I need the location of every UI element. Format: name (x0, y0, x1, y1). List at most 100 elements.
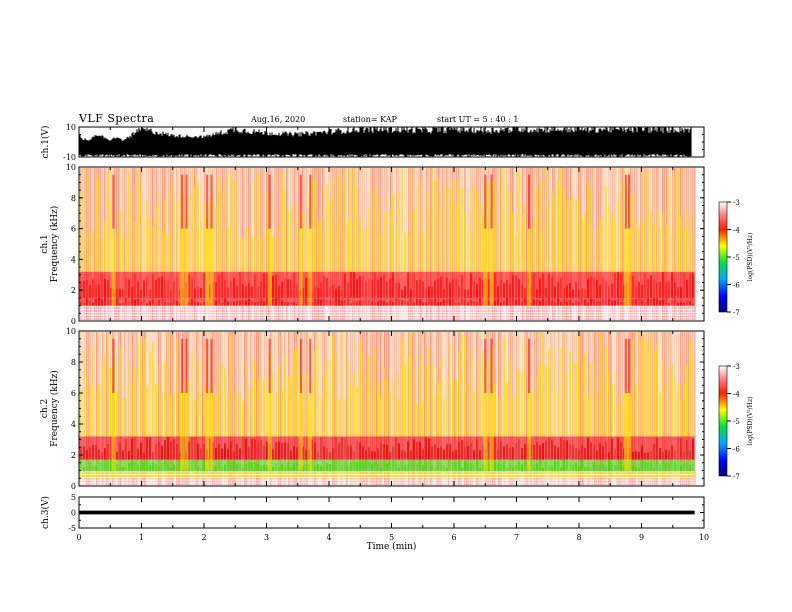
band-cell (287, 375, 289, 437)
band-cell (608, 473, 610, 479)
band-cell (683, 451, 685, 460)
noise-column (144, 168, 146, 320)
band-cell (557, 390, 559, 437)
band-cell (482, 464, 484, 473)
band-cell (356, 386, 358, 437)
band-cell (239, 448, 241, 460)
band-cell (128, 279, 130, 298)
band-cell (200, 227, 202, 272)
band-cell (602, 446, 604, 460)
band-cell (482, 472, 484, 479)
band-cell (680, 287, 682, 298)
band-cell (392, 459, 394, 473)
band-cell (314, 475, 316, 479)
noise-column (562, 332, 564, 485)
noise-column (200, 332, 202, 485)
x-tick-label: 2 (201, 533, 206, 542)
band-cell (668, 281, 670, 298)
band-cell (359, 217, 361, 272)
band-cell (503, 446, 505, 460)
band-cell (578, 302, 580, 306)
band-cell (380, 277, 382, 298)
band-cell (188, 302, 190, 306)
x-tick-label: 9 (639, 533, 644, 542)
band-cell (362, 352, 364, 437)
band-cell (587, 466, 589, 473)
band-cell (218, 176, 220, 272)
band-cell (221, 191, 223, 272)
band-cell (353, 272, 355, 298)
band-cell (290, 450, 292, 460)
band-cell (131, 194, 133, 272)
band-cell (149, 437, 151, 460)
band-cell (578, 289, 580, 298)
band-cell (596, 472, 598, 479)
band-cell (311, 474, 313, 479)
band-cell (557, 460, 559, 473)
noise-column (98, 168, 100, 320)
band-cell (107, 280, 109, 298)
noise-column (470, 332, 472, 485)
noise-column (174, 168, 176, 320)
burst-top (484, 174, 487, 229)
noise-column (316, 332, 318, 485)
band-cell (158, 300, 160, 306)
band-cell (80, 281, 82, 298)
band-cell (593, 364, 595, 437)
band-cell (176, 202, 178, 272)
y-tick-label: 4 (71, 420, 76, 429)
band-cell (692, 359, 694, 437)
noise-column (298, 168, 300, 320)
band-cell (197, 302, 199, 306)
noise-column (372, 168, 374, 320)
band-cell (605, 298, 607, 306)
band-cell (257, 378, 259, 437)
band-cell (353, 459, 355, 473)
band-cell (263, 272, 265, 298)
band-cell (650, 451, 652, 460)
band-cell (395, 226, 397, 272)
band-cell (368, 356, 370, 437)
band-cell (242, 473, 244, 479)
band-cell (344, 473, 346, 479)
band-cell (221, 302, 223, 306)
band-cell (470, 473, 472, 479)
burst (489, 228, 494, 306)
band-cell (347, 298, 349, 306)
band-cell (347, 466, 349, 473)
burst (308, 393, 313, 471)
band-cell (494, 300, 496, 306)
noise-column (176, 168, 178, 320)
band-cell (506, 297, 508, 306)
band-cell (620, 442, 622, 460)
noise-column (368, 168, 370, 320)
band-cell (563, 475, 565, 479)
band-cell (593, 299, 595, 306)
burst-top (112, 174, 115, 229)
band-cell (134, 461, 136, 473)
band-cell (509, 284, 511, 298)
band-cell (149, 474, 151, 479)
band-cell (332, 448, 334, 460)
band-cell (692, 472, 694, 479)
band-cell (464, 447, 466, 460)
band-cell (626, 472, 628, 479)
band-cell (455, 449, 457, 460)
band-cell (266, 375, 268, 437)
noise-column (446, 332, 448, 485)
noise-column (358, 332, 360, 485)
band-cell (647, 343, 649, 437)
band-cell (329, 359, 331, 437)
band-cell (500, 279, 502, 298)
colorbar-tick-label: -7 (733, 473, 740, 481)
band-cell (593, 239, 595, 272)
band-cell (200, 288, 202, 298)
band-cell (413, 368, 415, 437)
noise-column (220, 168, 222, 320)
band-cell (248, 447, 250, 460)
band-cell (161, 392, 163, 437)
band-cell (521, 301, 523, 306)
band-cell (422, 400, 424, 437)
band-cell (134, 436, 136, 460)
band-cell (263, 472, 265, 479)
